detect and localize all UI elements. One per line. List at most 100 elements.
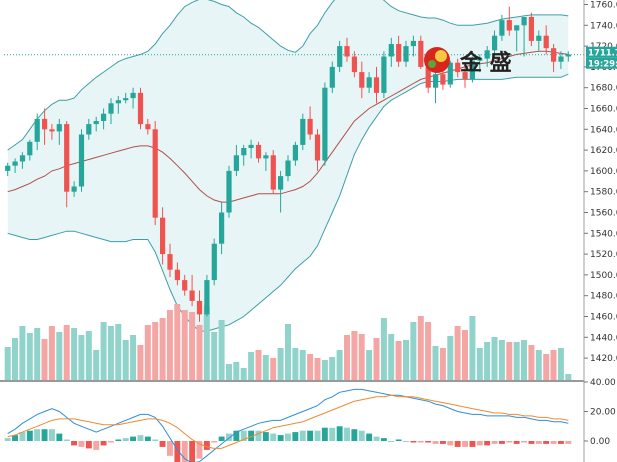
candlesticks[interactable] [5,6,571,322]
candle[interactable] [196,290,203,322]
volume-bar [366,350,373,380]
candle[interactable] [565,51,571,62]
volume-bar [85,331,92,380]
candle[interactable] [300,113,306,151]
candle[interactable] [337,40,343,73]
candle[interactable] [521,17,527,57]
candle[interactable] [219,202,225,255]
candle[interactable] [528,12,534,47]
candle[interactable] [433,69,439,104]
candle[interactable] [307,106,313,140]
volume-bar [211,332,218,380]
candle[interactable] [12,158,18,173]
candle[interactable] [514,25,520,52]
candle[interactable] [396,35,402,67]
macd-histogram-bar [344,427,350,441]
candle[interactable] [418,35,424,69]
candle[interactable] [455,58,461,78]
candle[interactable] [19,152,26,169]
candle[interactable] [506,6,512,36]
volume-bar [292,348,299,380]
candle[interactable] [477,54,483,73]
candle[interactable] [558,51,564,69]
candle[interactable] [226,165,232,218]
volume-bar [535,350,542,380]
candle[interactable] [278,170,284,213]
candle[interactable] [49,124,55,140]
candle[interactable] [86,118,92,140]
candle[interactable] [233,144,239,177]
price-badge[interactable]: 1711.7 [586,46,617,59]
candle[interactable] [78,129,85,192]
candle[interactable] [344,37,350,62]
candle[interactable] [255,141,262,163]
candle[interactable] [469,56,475,83]
candle[interactable] [285,155,291,182]
candle[interactable] [381,51,387,99]
macd-histogram-bar [285,433,291,441]
candle[interactable] [27,139,33,161]
candle[interactable] [388,37,394,67]
candle-body [255,144,262,159]
candle[interactable] [42,108,48,145]
candle[interactable] [130,87,136,109]
volume-bar [233,362,240,380]
candle[interactable] [462,66,468,88]
candle[interactable] [123,92,129,104]
candle[interactable] [34,113,40,151]
candle[interactable] [204,274,210,317]
candle[interactable] [5,162,11,177]
candle[interactable] [329,61,335,93]
candle[interactable] [115,96,121,114]
volume-bar [240,368,247,380]
candle[interactable] [351,51,357,78]
candle[interactable] [241,144,247,166]
watermark-logo: 金 盛 [424,47,512,76]
candle[interactable] [492,30,498,57]
candle[interactable] [248,139,254,159]
candle[interactable] [93,116,99,132]
candle[interactable] [108,98,114,125]
candle-body [226,170,232,213]
candle-body [270,155,276,190]
candle[interactable] [447,60,453,88]
candle[interactable] [359,61,365,99]
candle[interactable] [551,44,557,73]
candle[interactable] [543,25,549,55]
candle[interactable] [174,262,180,286]
macd-histogram-bar [270,433,277,441]
candle[interactable] [410,35,416,57]
volume-bar [144,325,151,380]
candle[interactable] [56,118,62,145]
candle[interactable] [211,238,217,286]
candle[interactable] [167,243,173,277]
candle[interactable] [270,150,276,194]
candle[interactable] [152,121,158,225]
candle[interactable] [101,108,107,130]
volume-bar [388,334,395,380]
macd-histogram-bar [26,430,33,441]
volume-bar [107,326,114,380]
candle[interactable] [160,207,166,265]
candle[interactable] [499,14,505,41]
candle[interactable] [484,46,490,67]
price-axis[interactable]: 1760.001740.001720.001700.001680.001660.… [583,0,617,462]
candle[interactable] [182,274,188,296]
candle[interactable] [189,274,195,307]
volume-bar [19,326,26,380]
candle[interactable] [292,141,298,166]
candle[interactable] [403,40,409,67]
macd-histogram-bar [499,441,505,444]
candle[interactable] [366,72,372,93]
candle[interactable] [71,181,77,197]
candle[interactable] [64,121,70,208]
candle[interactable] [314,129,321,171]
candle[interactable] [137,87,144,130]
candle[interactable] [322,82,328,166]
candle[interactable] [263,152,269,171]
candle[interactable] [373,66,380,104]
volume-bar [513,342,520,380]
candle[interactable] [536,30,542,52]
candle[interactable] [145,118,151,135]
